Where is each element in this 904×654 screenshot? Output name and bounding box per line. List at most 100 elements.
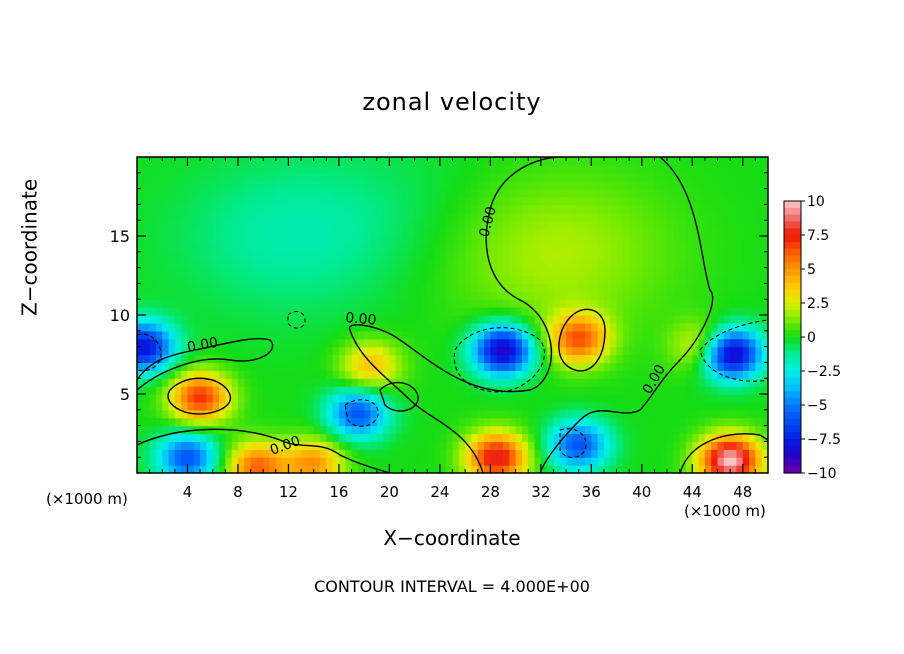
field-cell bbox=[338, 164, 346, 174]
field-cell bbox=[162, 204, 170, 213]
field-cell bbox=[143, 417, 151, 427]
field-cell bbox=[326, 465, 334, 473]
field-cell bbox=[654, 346, 662, 356]
field-cell bbox=[137, 386, 144, 395]
field-cell bbox=[332, 330, 340, 340]
field-cell bbox=[635, 417, 643, 427]
field-cell bbox=[610, 386, 618, 395]
field-cell bbox=[578, 315, 586, 324]
field-cell bbox=[673, 425, 681, 435]
field-cell bbox=[629, 212, 637, 221]
field-cell bbox=[509, 322, 517, 332]
field-cell bbox=[225, 441, 233, 450]
field-cell bbox=[654, 180, 662, 190]
field-cell bbox=[528, 409, 536, 419]
field-cell bbox=[275, 315, 283, 324]
field-cell bbox=[521, 465, 529, 473]
field-cell bbox=[446, 243, 454, 253]
field-cell bbox=[654, 164, 662, 174]
field-cell bbox=[616, 457, 624, 466]
field-cell bbox=[736, 164, 744, 174]
field-cell bbox=[414, 386, 422, 395]
field-cell bbox=[452, 315, 460, 324]
field-cell bbox=[446, 267, 454, 277]
field-cell bbox=[641, 338, 649, 348]
field-cell bbox=[559, 188, 567, 198]
field-cell bbox=[685, 180, 693, 190]
field-cell bbox=[572, 401, 580, 411]
field-cell bbox=[610, 457, 618, 466]
field-cell bbox=[730, 465, 738, 473]
field-cell bbox=[244, 299, 252, 308]
field-cell bbox=[389, 433, 397, 442]
field-cell bbox=[654, 354, 662, 363]
field-cell bbox=[610, 220, 618, 229]
field-cell bbox=[667, 172, 674, 182]
field-cell bbox=[553, 275, 561, 284]
field-cell bbox=[547, 259, 555, 269]
field-cell bbox=[509, 307, 517, 316]
field-cell bbox=[162, 196, 170, 205]
field-cell bbox=[187, 449, 195, 458]
field-cell bbox=[679, 299, 687, 308]
field-cell bbox=[648, 370, 656, 379]
field-cell bbox=[502, 196, 510, 205]
field-cell bbox=[200, 417, 208, 427]
field-cell bbox=[591, 465, 599, 473]
field-cell bbox=[402, 307, 409, 316]
field-cell bbox=[319, 378, 327, 387]
field-cell bbox=[263, 386, 271, 395]
field-cell bbox=[477, 433, 485, 442]
field-cell bbox=[219, 362, 226, 371]
field-cell bbox=[408, 425, 416, 435]
field-cell bbox=[509, 330, 517, 340]
field-cell bbox=[534, 401, 542, 411]
field-cell bbox=[301, 433, 308, 442]
field-cell bbox=[237, 291, 245, 300]
field-cell bbox=[509, 354, 517, 363]
field-cell bbox=[357, 267, 365, 277]
field-cell bbox=[414, 449, 422, 458]
field-cell bbox=[244, 370, 252, 379]
field-cell bbox=[673, 259, 681, 269]
field-cell bbox=[174, 243, 182, 253]
field-cell bbox=[162, 172, 170, 182]
field-cell bbox=[761, 401, 768, 411]
field-cell bbox=[616, 180, 624, 190]
field-cell bbox=[294, 417, 302, 427]
field-cell bbox=[742, 196, 750, 205]
field-cell bbox=[282, 299, 290, 308]
field-cell bbox=[515, 433, 523, 442]
field-cell bbox=[326, 315, 334, 324]
field-cell bbox=[484, 386, 491, 395]
field-cell bbox=[275, 275, 283, 284]
field-cell bbox=[269, 291, 277, 300]
field-cell bbox=[585, 441, 592, 450]
field-cell bbox=[212, 409, 220, 419]
field-cell bbox=[402, 433, 409, 442]
field-cell bbox=[282, 228, 290, 237]
field-cell bbox=[370, 236, 378, 245]
field-cell bbox=[540, 394, 548, 403]
field-cell bbox=[465, 449, 473, 458]
field-cell bbox=[256, 196, 264, 205]
field-cell bbox=[383, 330, 390, 340]
field-cell bbox=[149, 236, 157, 245]
field-cell bbox=[477, 307, 485, 316]
field-cell bbox=[408, 338, 416, 348]
field-cell bbox=[622, 164, 630, 174]
field-cell bbox=[515, 409, 523, 419]
field-cell bbox=[717, 188, 725, 198]
field-cell bbox=[692, 212, 700, 221]
field-cell bbox=[389, 354, 397, 363]
field-cell bbox=[357, 228, 365, 237]
field-cell bbox=[313, 188, 321, 198]
field-cell bbox=[534, 378, 542, 387]
field-cell bbox=[585, 204, 592, 213]
field-cell bbox=[528, 354, 536, 363]
field-cell bbox=[452, 386, 460, 395]
field-cell bbox=[414, 338, 422, 348]
field-cell bbox=[357, 212, 365, 221]
field-cell bbox=[439, 354, 447, 363]
field-cell bbox=[673, 370, 681, 379]
